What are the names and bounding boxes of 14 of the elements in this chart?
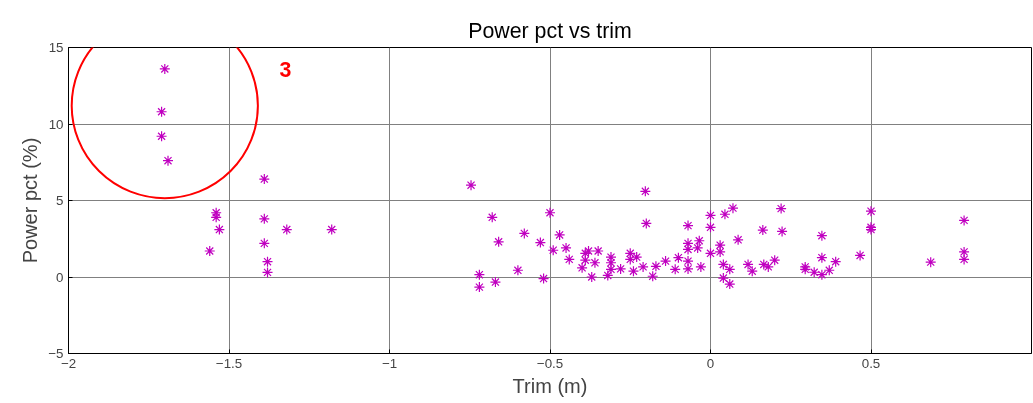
x-tick-label: 0.5: [861, 355, 881, 371]
y-tick-label: 5: [56, 193, 64, 208]
y-axis-title: Power pct (%): [19, 137, 42, 264]
x-tick-label: −1.5: [215, 355, 243, 371]
annotation: 3: [279, 58, 292, 82]
chart-title: Power pct vs trim: [468, 18, 632, 43]
x-tick-label: −0.5: [536, 355, 564, 371]
y-tick-label: 0: [56, 269, 64, 285]
y-tick-label: 10: [48, 116, 64, 132]
x-axis-title: Trim (m): [512, 374, 588, 397]
x-tick-label: −1: [381, 355, 398, 371]
x-tick-label: 0: [706, 355, 715, 371]
y-tick-label: −5: [48, 346, 64, 361]
y-tick-label: 15: [48, 40, 64, 55]
